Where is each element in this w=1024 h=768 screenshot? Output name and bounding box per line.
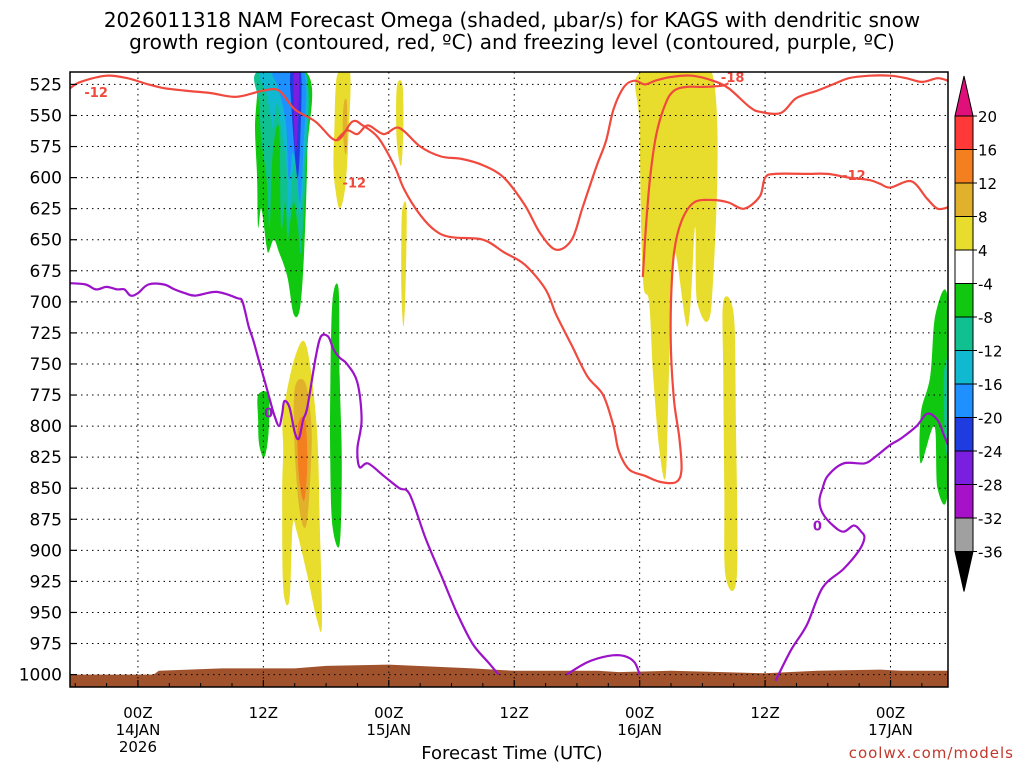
colorbar-swatch-10 [954, 450, 974, 485]
colorbar-label-3: 8 [978, 209, 988, 227]
y-tick-label-900: 900 [30, 541, 62, 561]
colorbar-label-4: 4 [978, 242, 988, 260]
y-tick-label-950: 950 [30, 603, 62, 623]
colorbar-swatch-8 [954, 383, 974, 418]
contour-label-4: 0 [264, 406, 273, 421]
y-tick-label-825: 825 [30, 448, 62, 468]
freezing-contour-0 [70, 282, 500, 676]
colorbar-label-1: 16 [978, 142, 997, 160]
terrain-layer [70, 664, 948, 687]
y-tick-label-700: 700 [30, 293, 62, 313]
x-tick-year-0: 2026 [119, 738, 157, 756]
x-tick-label-48: 00Z [625, 704, 654, 722]
contour-layer [70, 74, 948, 682]
terrain-fill [70, 664, 948, 687]
x-tick-date-48: 16JAN [617, 721, 662, 739]
plot-frame [69, 71, 949, 688]
omega-region-14 [330, 283, 342, 548]
contour-label-2: -18 [721, 71, 745, 86]
y-tick-label-625: 625 [30, 200, 62, 220]
x-tick-label-36: 12Z [500, 704, 529, 722]
colorbar: 20 16 12 8 4 -4 -8 -12 -16 -20 -24 -28 -32 -36 [954, 75, 1003, 592]
y-tick-label-975: 975 [30, 635, 62, 655]
x-tick-label-12: 12Z [249, 704, 278, 722]
dgz-contour-2 [641, 82, 729, 278]
y-tick-label-750: 750 [30, 355, 62, 375]
colorbar-label-2: 12 [978, 175, 997, 193]
chart-title-line-2: growth region (contoured, red, ºC) and f… [129, 30, 895, 54]
colorbar-label-5: -4 [978, 276, 993, 294]
omega-region-16 [722, 296, 738, 592]
freezing-contour-2 [774, 412, 948, 682]
colorbar-label-0: 20 [978, 108, 997, 126]
colorbar-swatch-0 [954, 115, 974, 150]
y-tick-label-850: 850 [30, 479, 62, 499]
omega-region-8 [396, 80, 404, 166]
y-tick-label-925: 925 [30, 572, 62, 592]
colorbar-label-7: -12 [978, 343, 1003, 361]
y-tick-label-575: 575 [30, 138, 62, 158]
freezing-contour-1 [565, 654, 641, 676]
dgz-contour-1 [335, 74, 948, 251]
colorbar-label-9: -20 [978, 410, 1003, 428]
contour-label-1: -12 [343, 177, 367, 192]
omega-region-18 [943, 358, 948, 456]
colorbar-swatch-5 [954, 283, 974, 318]
y-tick-label-525: 525 [30, 75, 62, 95]
colorbar-swatch-2 [954, 182, 974, 217]
contour-label-0: -12 [84, 86, 108, 101]
colorbar-swatch-1 [954, 149, 974, 184]
y-tick-label-725: 725 [30, 324, 62, 344]
y-tick-label-650: 650 [30, 231, 62, 251]
omega-region-9 [401, 201, 407, 327]
colorbar-label-8: -16 [978, 376, 1003, 394]
contour-label-5: 0 [813, 519, 822, 534]
colorbar-label-13: -36 [978, 544, 1003, 562]
y-tick-label-1000: 1000 [19, 666, 62, 686]
colorbar-swatch-3 [954, 216, 974, 251]
colorbar-swatch-11 [954, 484, 974, 519]
y-tick-label-875: 875 [30, 510, 62, 530]
y-tick-label-775: 775 [30, 386, 62, 406]
colorbar-swatch-7 [954, 350, 974, 385]
colorbar-label-10: -24 [978, 443, 1003, 461]
x-tick-label-72: 00Z [876, 704, 905, 722]
x-tick-label-24: 00Z [374, 704, 403, 722]
x-tick-label-0: 00Z [123, 704, 152, 722]
omega-region-7 [342, 98, 348, 155]
dgz-contour-0 [70, 74, 948, 485]
omega-region-17 [919, 289, 948, 505]
colorbar-swatch-6 [954, 316, 974, 351]
colorbar-label-12: -32 [978, 510, 1003, 528]
colorbar-label-6: -8 [978, 309, 993, 327]
contour-label-layer: -12 -12 -18 -12 0 0 [84, 71, 865, 535]
grid-layer [70, 72, 948, 687]
colorbar-swatch-9 [954, 417, 974, 452]
contour-label-3: -12 [842, 169, 866, 184]
x-tick-date-0: 14JAN [116, 721, 161, 739]
omega-region-5 [293, 72, 300, 153]
y-tick-label-600: 600 [30, 169, 62, 189]
y-tick-label-800: 800 [30, 417, 62, 437]
y-tick-label-550: 550 [30, 106, 62, 126]
y-axis: 525 550 575 600 625 650 675 700 725 750 775 800 825 8… [19, 75, 77, 686]
chart-title-line-1: 2026011318 NAM Forecast Omega (shaded, µ… [103, 8, 921, 32]
colorbar-bottom-arrow [954, 551, 974, 592]
colorbar-label-11: -28 [978, 477, 1003, 495]
omega-shading-layer [231, 72, 948, 633]
colorbar-top-arrow [954, 75, 974, 117]
omega-region-15 [635, 72, 718, 480]
x-tick-date-24: 15JAN [366, 721, 411, 739]
source-credit: coolwx.com/models [848, 744, 1014, 762]
x-tick-label-60: 12Z [750, 704, 779, 722]
x-axis-title: Forecast Time (UTC) [421, 743, 603, 764]
x-tick-date-72: 17JAN [868, 721, 913, 739]
colorbar-swatch-4 [954, 249, 974, 284]
y-tick-label-675: 675 [30, 262, 62, 282]
colorbar-swatch-12 [954, 517, 974, 552]
